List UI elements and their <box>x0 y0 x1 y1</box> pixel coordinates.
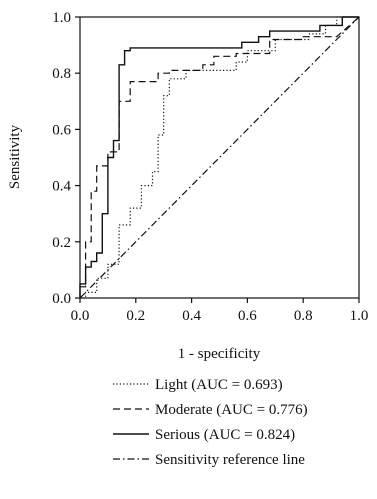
series-line-light <box>80 16 359 299</box>
y-tick-label: 0.6 <box>52 122 71 138</box>
x-tick-label: 0.2 <box>126 308 145 324</box>
y-tick-label: 1.0 <box>52 10 71 26</box>
x-tick-label: 0.0 <box>71 308 90 324</box>
y-tick-label: 0.4 <box>52 179 71 195</box>
x-axis-label: 1 - specificity <box>178 346 261 362</box>
legend-label: Serious (AUC = 0.824) <box>155 427 295 443</box>
x-tick-label: 1.0 <box>350 308 369 324</box>
x-tick-label: 0.8 <box>294 308 313 324</box>
x-tick-label: 0.4 <box>182 308 201 324</box>
series-line-serious <box>79 16 359 298</box>
y-axis-label: Sensitivity <box>7 124 23 189</box>
y-tick-label: 0.2 <box>52 235 71 251</box>
x-tick-label: 0.6 <box>238 308 257 324</box>
y-tick-label: 0.8 <box>52 66 71 82</box>
legend-label: Light (AUC = 0.693) <box>155 377 283 393</box>
series-line-sensitivity <box>79 16 360 299</box>
y-tick-label: 0.0 <box>52 291 71 307</box>
legend-label: Moderate (AUC = 0.776) <box>155 402 308 418</box>
legend-label: Sensitivity reference line <box>155 452 305 468</box>
plot-frame <box>79 16 360 299</box>
series-line-moderate <box>79 16 360 298</box>
